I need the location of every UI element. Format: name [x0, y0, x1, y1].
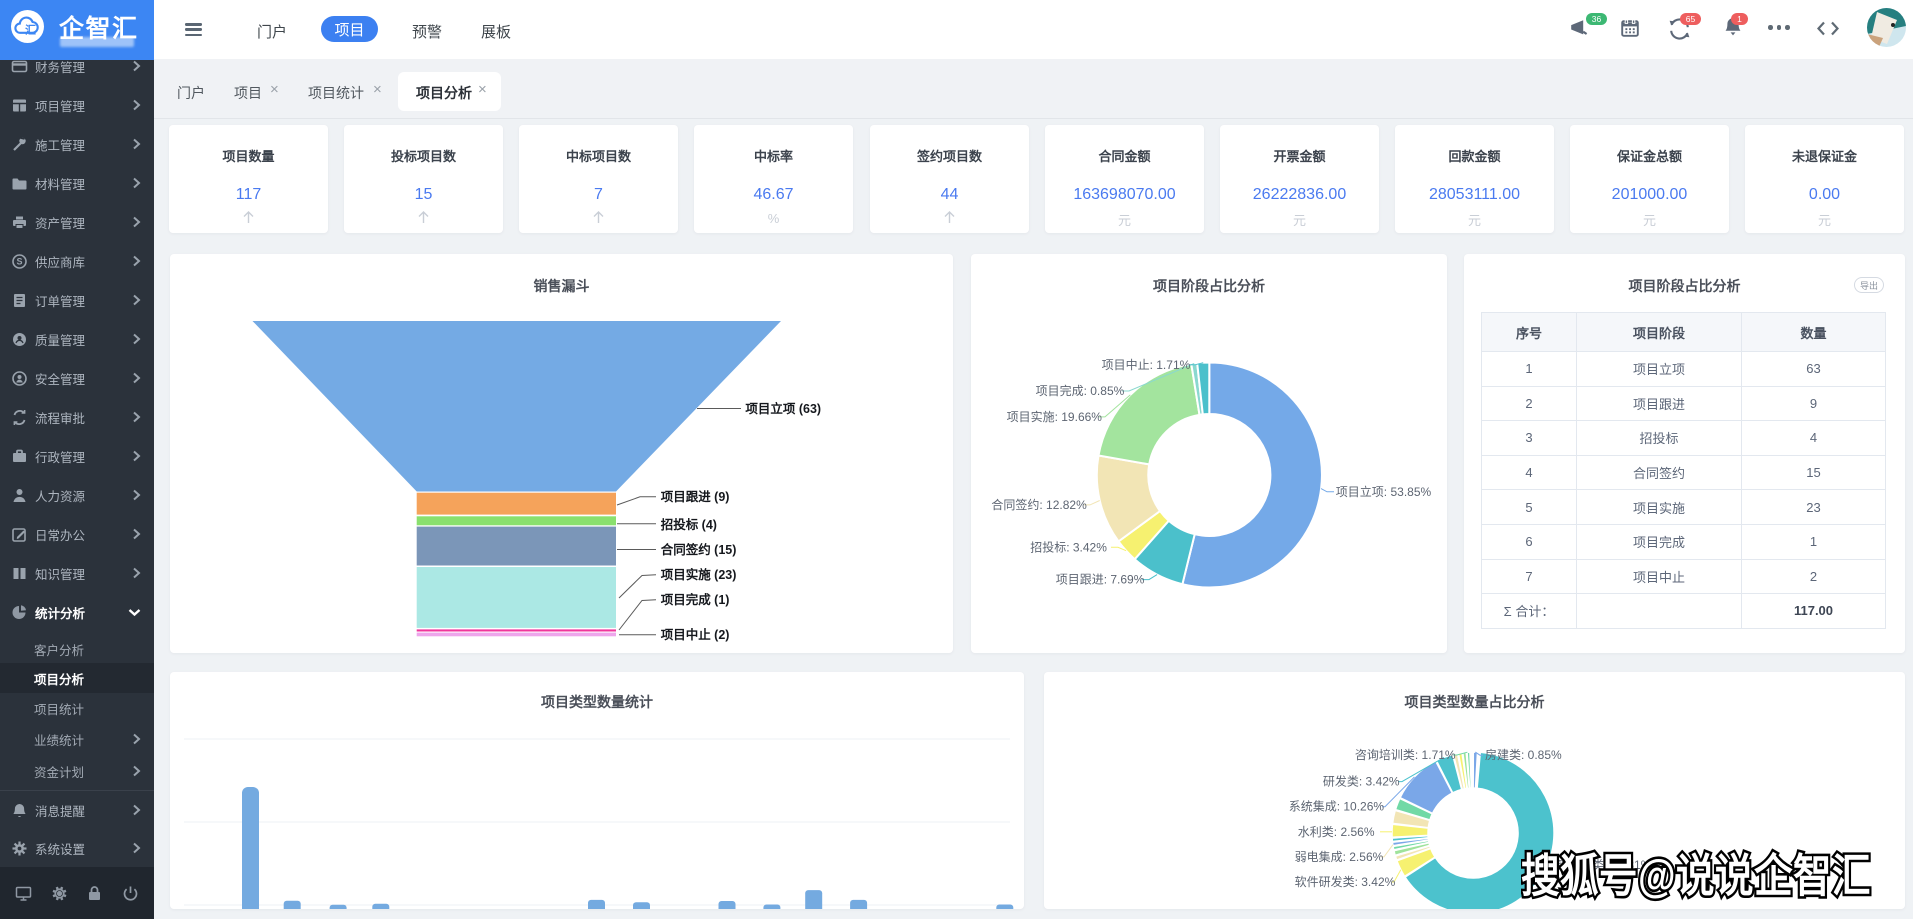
svg-text:项目立项: 53.85%: 项目立项: 53.85%	[1336, 484, 1432, 499]
svg-text:汇: 汇	[25, 24, 36, 37]
svg-text:项目跟进 (9): 项目跟进 (9)	[661, 489, 730, 504]
svg-text:招投标: 3.42%: 招投标: 3.42%	[1030, 539, 1107, 554]
svg-text:软件研发类: 3.42%: 软件研发类: 3.42%	[1295, 874, 1396, 889]
svg-text:项目跟进: 7.69%: 项目跟进: 7.69%	[1056, 573, 1145, 587]
svg-text:项目完成 (1): 项目完成 (1)	[661, 592, 730, 607]
svg-text:水利类: 2.56%: 水利类: 2.56%	[1298, 825, 1375, 839]
svg-text:项目立项 (63): 项目立项 (63)	[745, 401, 821, 416]
svg-text:S: S	[16, 256, 22, 266]
svg-text:系统集成: 10.26%: 系统集成: 10.26%	[1289, 799, 1385, 814]
svg-text:房建类: 0.85%: 房建类: 0.85%	[1485, 747, 1562, 762]
svg-text:项目中止: 1.71%: 项目中止: 1.71%	[1102, 357, 1191, 372]
svg-text:建筑施工类: 65.81%: 建筑施工类: 65.81%	[1544, 857, 1652, 872]
svg-text:咨询培训类: 1.71%: 咨询培训类: 1.71%	[1355, 747, 1456, 762]
svg-text:搜狐号@说说企智汇: 搜狐号@说说企智汇	[1521, 851, 1871, 902]
svg-text:项目完成: 0.85%: 项目完成: 0.85%	[1036, 383, 1125, 398]
svg-text:合同签约: 12.82%: 合同签约: 12.82%	[991, 497, 1087, 512]
svg-text:项目中止 (2): 项目中止 (2)	[661, 627, 730, 642]
svg-text:项目实施: 19.66%: 项目实施: 19.66%	[1007, 409, 1103, 424]
svg-text:项目实施 (23): 项目实施 (23)	[661, 567, 737, 582]
svg-text:研发类: 3.42%: 研发类: 3.42%	[1323, 774, 1400, 789]
svg-text:招投标 (4): 招投标 (4)	[661, 517, 717, 532]
svg-text:合同签约 (15): 合同签约 (15)	[661, 542, 737, 557]
svg-text:弱电集成: 2.56%: 弱电集成: 2.56%	[1295, 849, 1384, 864]
